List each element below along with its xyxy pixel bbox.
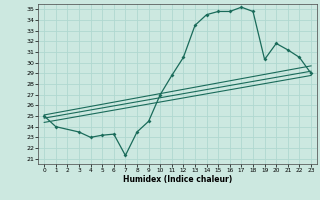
X-axis label: Humidex (Indice chaleur): Humidex (Indice chaleur) [123,175,232,184]
